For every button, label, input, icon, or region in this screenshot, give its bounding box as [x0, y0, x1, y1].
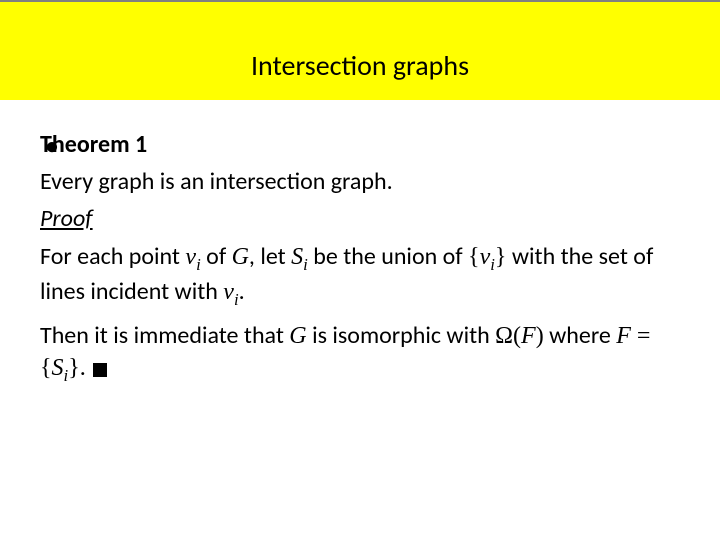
proof-text-span: . [239, 277, 245, 306]
proof-text-span: . [80, 353, 91, 382]
theorem-statement: Every graph is an intersection graph. [40, 167, 680, 196]
proof-text-span: For each point [40, 242, 185, 271]
slide-title: Intersection graphs [251, 48, 469, 83]
math-symbol: Ω [495, 323, 513, 349]
proof-text-span: is isomorphic with [307, 321, 496, 350]
math-paren: ) [536, 323, 544, 349]
proof-text-span: where [544, 321, 617, 350]
math-brace: } [68, 355, 80, 381]
proof-line-1: For each point vi of G, let Si be the un… [40, 241, 680, 312]
math-brace: } [495, 244, 507, 270]
math-brace: { [40, 355, 52, 381]
proof-text-span: Then it is immediate that [40, 321, 289, 350]
proof-label: Proof [40, 204, 680, 233]
slide-header: Intersection graphs [0, 0, 720, 100]
math-variable: S [52, 355, 64, 381]
proof-text-span: be the union of [308, 242, 468, 271]
proof-text-span: , let [249, 242, 291, 271]
math-variable: F [521, 323, 536, 349]
math-brace: { [468, 244, 480, 270]
math-variable: F [616, 323, 631, 349]
math-variable: v [223, 279, 234, 305]
slide-content: • Theorem 1 Every graph is an intersecti… [0, 100, 720, 416]
qed-icon [93, 363, 107, 377]
proof-line-2: Then it is immediate that G is isomorphi… [40, 320, 680, 388]
theorem-label: • Theorem 1 [40, 130, 680, 159]
math-equals: = [631, 323, 651, 349]
math-paren: ( [513, 323, 521, 349]
math-variable: G [232, 244, 249, 270]
math-variable: v [480, 244, 491, 270]
math-variable: G [289, 323, 306, 349]
bullet-icon: • [46, 132, 58, 161]
proof-text-span: of [201, 242, 232, 271]
math-variable: v [185, 244, 196, 270]
math-variable: S [291, 244, 303, 270]
